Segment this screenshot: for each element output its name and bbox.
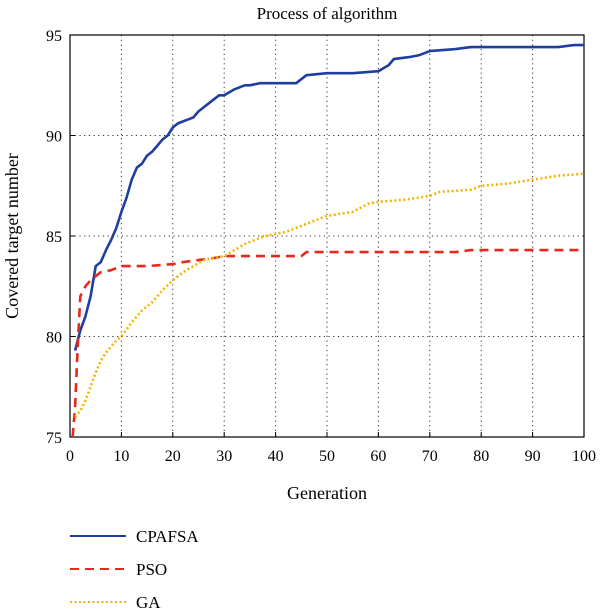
x-tick-label: 40 — [268, 448, 284, 465]
legend-label-pso: PSO — [136, 560, 167, 579]
legend-label-cpafsa: CPAFSA — [136, 527, 199, 546]
series-line-cpafsa — [73, 43, 584, 351]
legend-label-ga: GA — [136, 593, 161, 612]
x-tick-label: 50 — [319, 448, 335, 465]
y-tick-label: 95 — [46, 28, 62, 45]
y-tick-label: 90 — [46, 129, 62, 146]
chart-title: Process of algorithm — [257, 4, 398, 23]
series-group — [71, 43, 585, 438]
x-tick-label: 100 — [572, 448, 596, 465]
x-tick-label: 30 — [216, 448, 232, 465]
y-tick-label: 75 — [46, 430, 62, 447]
x-tick-label: 20 — [165, 448, 181, 465]
x-tick-label: 70 — [422, 448, 438, 465]
series-line-ga — [74, 172, 585, 418]
series-line-pso — [71, 248, 584, 438]
x-tick-label: 0 — [66, 448, 74, 465]
y-axis-label: Covered target number — [2, 153, 22, 319]
x-tick-label: 80 — [473, 448, 489, 465]
grid-lines — [70, 35, 584, 437]
x-tick-label: 90 — [525, 448, 541, 465]
x-tick-label: 60 — [370, 448, 386, 465]
legend: CPAFSA PSO GA — [70, 527, 199, 612]
y-tick-label: 85 — [46, 229, 62, 246]
y-tick-label: 80 — [46, 330, 62, 347]
x-axis-label: Generation — [287, 483, 367, 503]
axis-ticks: 0 10 20 30 40 50 60 70 80 90 100 75 80 85 90 95 — [46, 28, 596, 465]
plot-frame — [69, 34, 585, 438]
x-tick-label: 10 — [113, 448, 129, 465]
